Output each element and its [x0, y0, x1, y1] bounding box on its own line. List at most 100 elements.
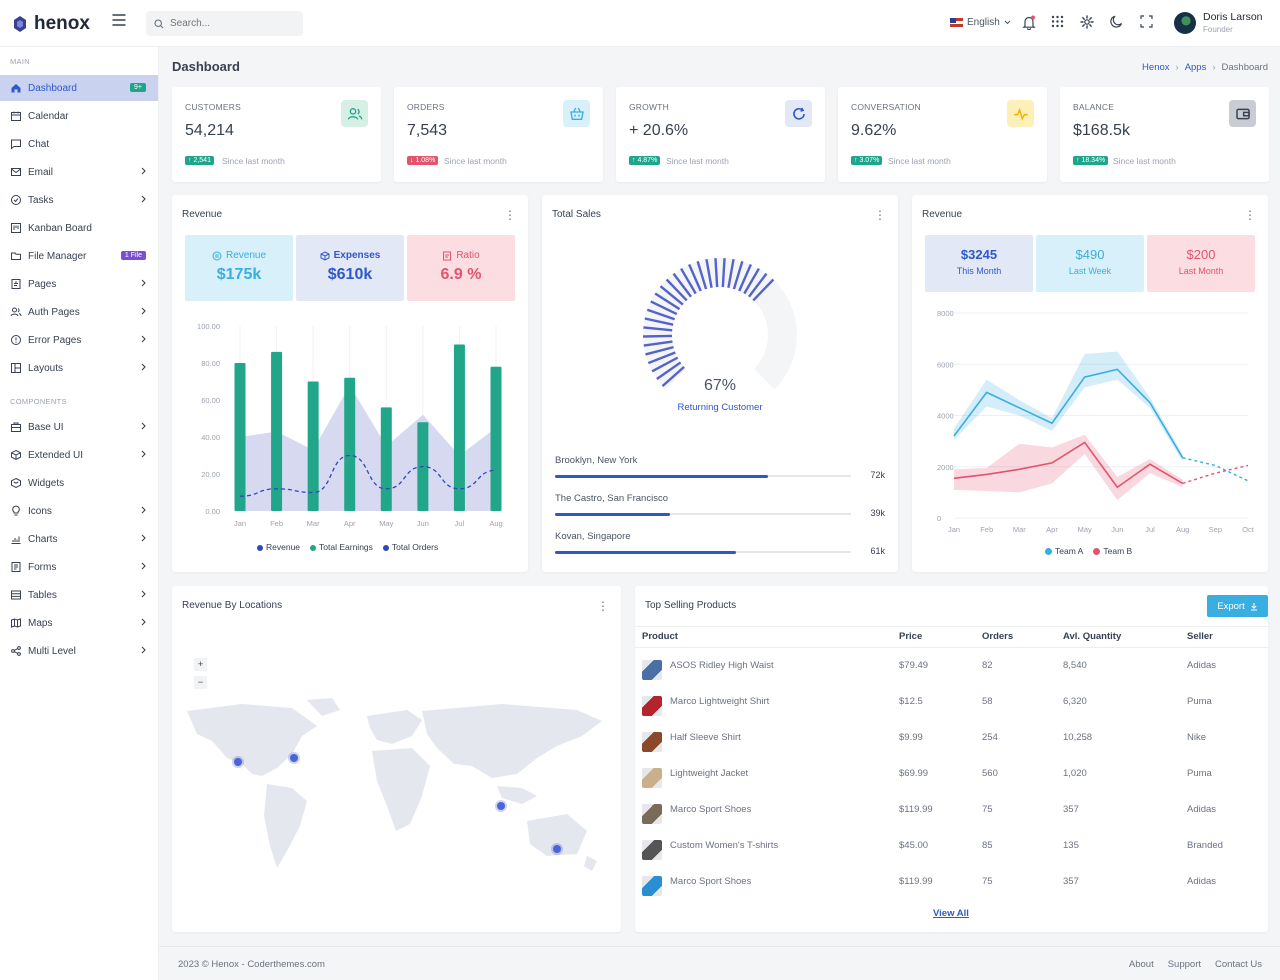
product-thumbnail	[642, 660, 662, 680]
gear-icon[interactable]	[1080, 15, 1094, 29]
table-row[interactable]: Half Sleeve Shirt $9.99 254 10,258 Nike	[635, 720, 1280, 756]
user-menu[interactable]: Doris Larson Founder	[1174, 11, 1263, 34]
chevron-right-icon	[141, 450, 146, 458]
bar-total-earnings[interactable]	[307, 381, 319, 512]
sidebar-item-badge: 1 File	[120, 251, 146, 260]
radial-fill-tick	[647, 351, 676, 365]
location-progress-track	[555, 475, 851, 478]
stat-icon-box	[563, 100, 590, 127]
legend-item[interactable]: Revenue	[257, 542, 300, 552]
legend-label: Revenue	[266, 542, 301, 552]
stat-change-badge: ↓ 1.08%	[407, 156, 439, 165]
sidebar-section-main: MAIN	[10, 57, 30, 66]
sidebar-item-widgets[interactable]: Widgets	[0, 470, 158, 496]
sidebar-item-dashboard[interactable]: Dashboard 9+	[0, 75, 158, 101]
cell-seller: Adidas	[1187, 804, 1217, 815]
stat-card-conversation: CONVERSATION 9.62% ↑ 3.07% Since last month	[838, 87, 1047, 182]
breadcrumb-apps[interactable]: Apps	[1184, 62, 1207, 73]
radial-fill-tick	[659, 285, 684, 306]
legend-item[interactable]: Total Orders	[382, 542, 438, 552]
more-vertical-icon[interactable]: ⋮	[874, 208, 886, 222]
stat-change-badge: ↑ 18.34%	[1073, 156, 1109, 165]
stat-card-growth: GROWTH + 20.6% ↑ 4.87% Since last month	[616, 87, 825, 182]
chevron-right-icon	[141, 307, 146, 315]
sidebar-item-auth-pages[interactable]: Auth Pages	[0, 299, 158, 325]
sidebar-item-kanban-board[interactable]: Kanban Board	[0, 215, 158, 241]
sidebar-item-base-ui[interactable]: Base UI	[0, 414, 158, 440]
sidebar-item-maps[interactable]: Maps	[0, 610, 158, 636]
sidebar-item-error-pages[interactable]: Error Pages	[0, 327, 158, 353]
bar-total-earnings[interactable]	[234, 363, 246, 511]
menu-toggle-icon[interactable]	[112, 14, 126, 26]
bell-icon[interactable]	[1022, 15, 1036, 30]
footer-link-about[interactable]: About	[1128, 959, 1154, 970]
table-row[interactable]: Custom Women's T-shirts $45.00 85 135 Brande…	[635, 828, 1280, 864]
table-row[interactable]: Lightweight Jacket $69.99 560 1,020 Puma	[635, 756, 1280, 792]
sidebar-item-icons[interactable]: Icons	[0, 498, 158, 524]
cell-price: $9.99	[899, 732, 923, 743]
sidebar-item-charts[interactable]: Charts	[0, 526, 158, 552]
zoom-out-button[interactable]: −	[194, 676, 207, 689]
view-all-link[interactable]: View All	[933, 908, 969, 919]
radial-fill-tick	[661, 365, 685, 388]
apps-grid-icon[interactable]	[1051, 15, 1064, 28]
x-tick-label: Jan	[948, 525, 960, 534]
table-row[interactable]: Marco Sport Shoes $119.99 75 357 Adidas	[635, 792, 1280, 828]
map-marker[interactable]	[290, 754, 298, 762]
fullscreen-icon[interactable]	[1140, 15, 1153, 28]
sidebar-item-layouts[interactable]: Layouts	[0, 355, 158, 381]
search-box[interactable]	[146, 11, 303, 36]
zoom-in-button[interactable]: +	[194, 658, 207, 671]
location-name: The Castro, San Francisco	[555, 493, 668, 504]
location-progress-fill	[555, 513, 671, 516]
sidebar-item-tasks[interactable]: Tasks	[0, 187, 158, 213]
chevron-right-icon	[141, 279, 146, 287]
table-row[interactable]: Marco Lightweight Shirt $12.5 58 6,320 Puma	[635, 684, 1280, 720]
legend-item[interactable]: Team B	[1093, 546, 1132, 556]
footer-link-contact[interactable]: Contact Us	[1215, 959, 1262, 970]
sidebar-item-label: Base UI	[28, 421, 64, 433]
sidebar-item-forms[interactable]: Forms	[0, 554, 158, 580]
line-team-b	[953, 441, 1184, 489]
export-button[interactable]: Export	[1207, 595, 1268, 617]
map-marker[interactable]	[497, 802, 505, 810]
map-marker[interactable]	[553, 845, 561, 853]
sidebar-item-multi-level[interactable]: Multi Level	[0, 638, 158, 664]
search-input[interactable]	[170, 18, 295, 29]
bar-total-earnings[interactable]	[271, 351, 283, 511]
table-row[interactable]: ASOS Ridley High Waist $79.49 82 8,540 Adida…	[635, 648, 1280, 684]
chevron-right-icon	[141, 335, 146, 343]
location-value: 72k	[870, 470, 885, 480]
location-value: 61k	[870, 546, 885, 556]
legend-item[interactable]: Team A	[1045, 546, 1083, 556]
bar-total-earnings[interactable]	[453, 344, 465, 512]
bar-total-earnings[interactable]	[490, 366, 502, 511]
more-vertical-icon[interactable]: ⋮	[1244, 208, 1256, 222]
more-vertical-icon[interactable]: ⋮	[597, 599, 609, 613]
map-marker[interactable]	[234, 758, 242, 766]
sidebar-item-pages[interactable]: Pages	[0, 271, 158, 297]
moon-icon[interactable]	[1110, 15, 1123, 28]
x-tick-label: Apr	[1046, 525, 1058, 534]
more-vertical-icon[interactable]: ⋮	[504, 208, 516, 222]
sidebar-item-file-manager[interactable]: File Manager 1 File	[0, 243, 158, 269]
language-selector[interactable]: English	[950, 17, 1011, 28]
legend-item[interactable]: Total Earnings	[310, 542, 373, 552]
sidebar-item-tables[interactable]: Tables	[0, 582, 158, 608]
chevron-right-icon	[141, 422, 146, 430]
breadcrumb-henox[interactable]: Henox	[1142, 62, 1170, 73]
bar-total-earnings[interactable]	[380, 407, 392, 511]
sidebar-item-chat[interactable]: Chat	[0, 131, 158, 157]
wallet-icon	[1235, 106, 1251, 122]
user-name: Doris Larson	[1203, 11, 1263, 23]
chevron-right-icon	[141, 646, 146, 654]
logo[interactable]: henox	[12, 13, 90, 35]
radial-fill-tick	[696, 260, 708, 290]
sidebar-item-calendar[interactable]: Calendar	[0, 103, 158, 129]
table-row[interactable]: Marco Sport Shoes $119.99 75 357 Adidas	[635, 864, 1280, 900]
bar-total-earnings[interactable]	[344, 377, 356, 511]
sidebar-item-email[interactable]: Email	[0, 159, 158, 185]
sidebar-item-extended-ui[interactable]: Extended UI	[0, 442, 158, 468]
footer-link-support[interactable]: Support	[1167, 959, 1201, 970]
box-value: 6.9 %	[440, 266, 482, 283]
